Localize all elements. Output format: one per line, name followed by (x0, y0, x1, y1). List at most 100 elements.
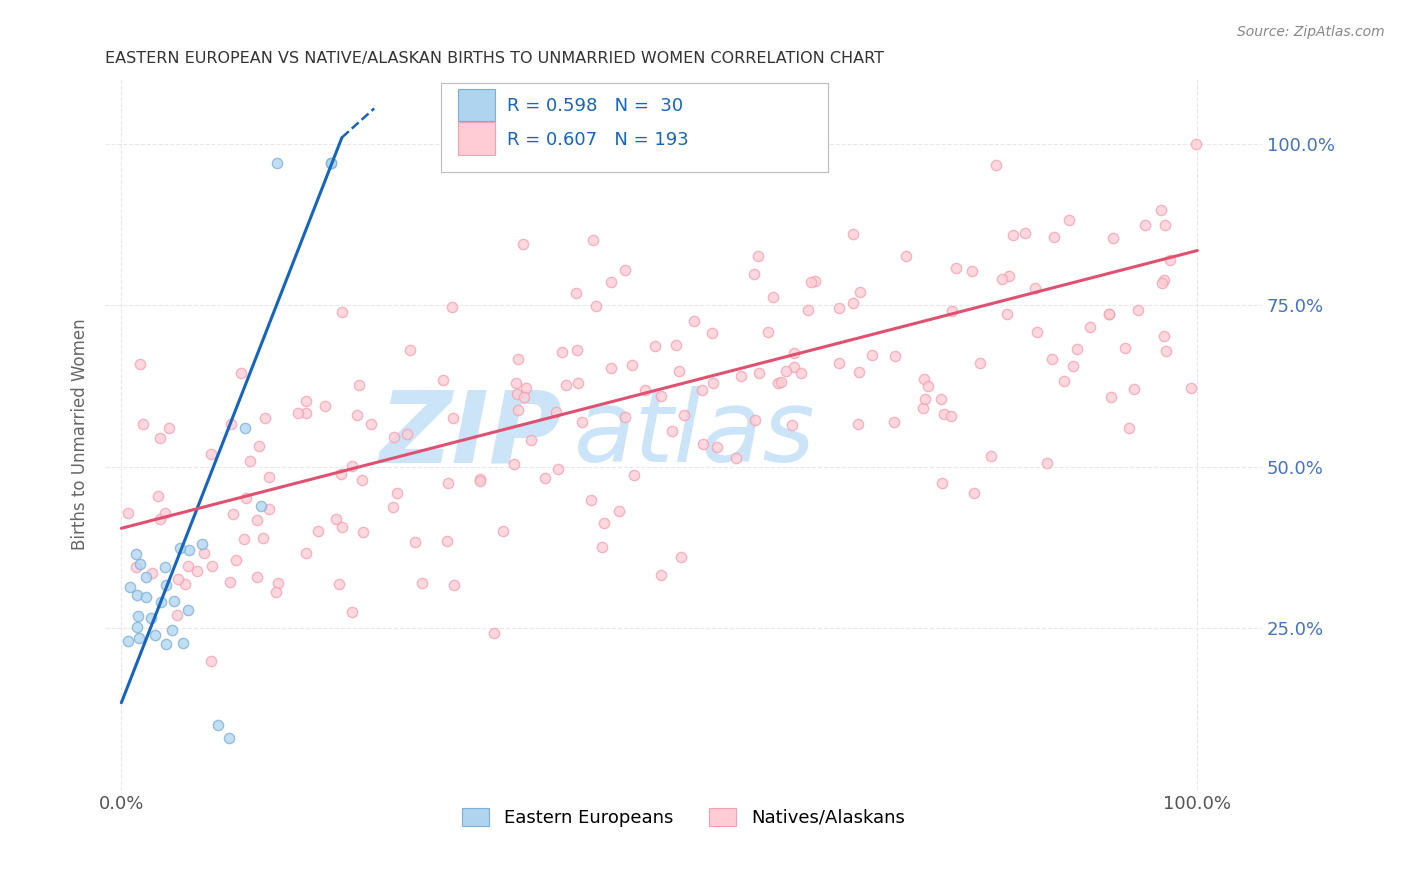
Point (225, 553, 247, 567)
Point (650, 389, 672, 403)
Point (468, 474, 491, 488)
Point (201, 558, 224, 573)
Text: Source: ZipAtlas.com: Source: ZipAtlas.com (1237, 25, 1385, 39)
Point (613, 262, 636, 277)
Point (1098, 307, 1121, 321)
Point (287, 406, 309, 420)
Point (157, 421, 180, 435)
Point (1154, 344, 1177, 359)
Point (252, 531, 274, 545)
Point (1180, 381, 1202, 395)
Point (513, 390, 536, 404)
Point (1053, 375, 1076, 389)
Point (193, 546, 215, 560)
Point (884, 349, 907, 363)
Point (669, 550, 692, 565)
Point (1184, 136, 1206, 151)
Text: R = 0.607   N = 193: R = 0.607 N = 193 (506, 131, 689, 149)
Point (155, 507, 177, 521)
Point (321, 156, 343, 170)
Point (502, 457, 524, 471)
Point (191, 537, 214, 551)
Point (599, 360, 621, 375)
Point (233, 421, 256, 435)
Point (340, 605, 363, 619)
Point (128, 357, 150, 371)
Point (411, 576, 433, 591)
Point (1001, 228, 1024, 243)
Point (127, 609, 149, 624)
Point (783, 360, 806, 375)
Point (128, 631, 150, 645)
Point (512, 237, 534, 252)
Point (917, 379, 939, 393)
Point (756, 325, 779, 339)
Point (1078, 320, 1101, 334)
Point (571, 416, 593, 430)
Y-axis label: Births to Unmarried Women: Births to Unmarried Women (72, 318, 89, 550)
Point (730, 369, 752, 384)
Point (860, 348, 883, 362)
Point (117, 506, 139, 520)
Point (398, 343, 420, 357)
Point (1150, 276, 1173, 290)
Point (179, 542, 201, 557)
Point (229, 366, 252, 380)
Point (506, 387, 529, 401)
Point (125, 620, 148, 634)
Point (235, 491, 257, 505)
Point (550, 345, 572, 359)
Point (249, 439, 271, 453)
Point (744, 413, 766, 427)
Point (267, 575, 290, 590)
Point (939, 409, 962, 423)
Point (440, 300, 463, 314)
Point (174, 577, 197, 591)
Point (1154, 218, 1177, 232)
FancyBboxPatch shape (458, 122, 495, 154)
Point (911, 401, 934, 415)
Point (382, 430, 405, 444)
Point (515, 381, 537, 395)
Point (139, 610, 162, 624)
Point (325, 512, 347, 526)
Point (163, 593, 186, 607)
Point (330, 520, 353, 534)
Point (264, 584, 287, 599)
Legend: Eastern Europeans, Natives/Alaskans: Eastern Europeans, Natives/Alaskans (456, 800, 912, 834)
Point (437, 475, 460, 490)
Text: R = 0.598   N =  30: R = 0.598 N = 30 (506, 97, 683, 115)
Point (143, 628, 166, 642)
Point (1123, 382, 1146, 396)
Point (330, 467, 353, 481)
Point (307, 524, 329, 539)
Point (644, 339, 666, 353)
Point (1153, 329, 1175, 343)
Point (762, 290, 785, 304)
Point (790, 366, 813, 380)
Point (176, 558, 198, 573)
Point (1040, 352, 1063, 367)
Point (1059, 213, 1081, 227)
Point (841, 227, 863, 242)
Point (117, 634, 139, 648)
Point (250, 499, 273, 513)
Point (520, 433, 543, 447)
Point (294, 406, 316, 420)
Point (941, 304, 963, 318)
Point (706, 440, 728, 454)
Point (253, 410, 276, 425)
Point (239, 453, 262, 467)
Point (468, 473, 491, 487)
Point (1149, 202, 1171, 217)
Point (443, 577, 465, 591)
Point (125, 547, 148, 561)
Point (607, 504, 630, 518)
Point (766, 376, 789, 391)
Point (800, 276, 823, 290)
Point (218, 731, 240, 746)
Point (683, 314, 706, 328)
Point (207, 718, 229, 732)
Point (186, 564, 208, 578)
Point (506, 403, 529, 417)
